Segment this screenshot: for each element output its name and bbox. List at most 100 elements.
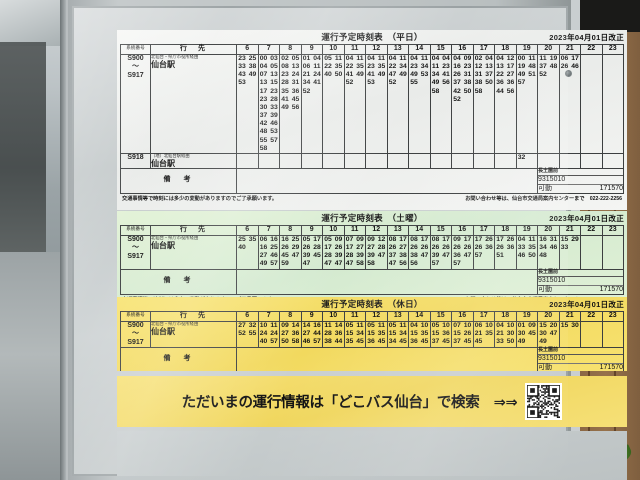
times-cell-hour-20: 11 19 37 48 52: [537, 54, 560, 154]
destination-station: 仙台駅: [151, 326, 175, 336]
times-cell-hour-22: [580, 152, 603, 170]
col-header-hour-16: 16: [451, 44, 474, 55]
holiday-table: 系統番号行 先 6 7 8 9 10 11 12 13 14 15 16 17 18 19 20 21 22 23 S…: [120, 311, 624, 371]
col-header-hour-10: 10: [322, 225, 345, 236]
times-cell-hour-12: 05 11 15 35 36 45: [365, 321, 388, 348]
times-cell-hour-6: 23 25 33 38 43 49 53: [236, 54, 259, 154]
remarks-row: 備 考長土園前 9315010 可動 171570: [120, 346, 624, 371]
destination-via: （地）北仙台駅経由: [151, 152, 190, 158]
col-header-hour-21: 21: [558, 311, 581, 322]
times-cell-hour-18: 04 12 13 17 22 27 36 36 44 56: [494, 54, 517, 154]
holiday-revision-date: 2023年04月01日改正: [549, 300, 624, 309]
info-box-left: 可動: [538, 285, 552, 293]
times-cell-hour-13: [386, 152, 409, 170]
info-box-code: 9315010: [538, 354, 566, 362]
times-cell-hour-22: [580, 235, 603, 270]
info-box-left: 可動: [538, 364, 552, 371]
col-header-hour-20: 20: [537, 225, 560, 236]
times-cell-hour-8: [279, 152, 302, 170]
info-box-code: 9315010: [538, 175, 566, 183]
weekday-table: 系統番号行 先 6 7 8 9 10 11 12 13 14 15 16 17 18 19 20 21 22 23 S…: [120, 44, 624, 195]
times-cell-hour-9: [300, 152, 323, 170]
remarks-row: 備 考長土園前 9315010 可動 171570: [120, 268, 624, 296]
times-cell-hour-18: [494, 152, 517, 170]
col-header-hour-13: 13: [386, 225, 409, 236]
destination-station: 仙台駅: [151, 59, 175, 69]
times-cell-hour-15: 08 17 26 26 39 47 57: [429, 235, 452, 270]
times-cell-hour-12: 09 12 27 28 39 47 58: [365, 235, 388, 270]
col-header-hour-12: 12: [365, 44, 388, 55]
times-cell-hour-6: [236, 152, 259, 170]
info-box-title: 長土園前: [538, 269, 623, 277]
route-number-cell: S900 ～ S917: [120, 321, 151, 348]
remarks-row: 備 考長土園前 9315010 可動 171570: [120, 168, 624, 195]
col-header-hour-7: 7: [257, 225, 280, 236]
times-cell-hour-22: [580, 54, 603, 154]
info-box-left: 可動: [538, 185, 552, 193]
weekday-sheet-header: 運行予定時刻表 （平日） 2023年04月01日改正: [117, 30, 627, 44]
col-header-hour-12: 12: [365, 225, 388, 236]
times-cell-hour-14: 04 10 15 35 36 45: [408, 321, 431, 348]
col-header-hour-14: 14: [408, 311, 431, 322]
col-header-hour-18: 18: [494, 311, 517, 322]
col-header-hour-6: 6: [236, 311, 259, 322]
times-cell-hour-22: [580, 321, 603, 348]
footer-note-right: お問い合わせ等は、仙台市交通局案内センターまで 022-222-2256: [465, 196, 622, 203]
banner-text: ただいまの運行情報は「どこバス仙台」で検索 ⇒⇒: [181, 395, 518, 411]
col-header-hour-15: 15: [429, 225, 452, 236]
times-cell-hour-12: [365, 152, 388, 170]
times-cell-hour-16: 09 17 26 26 36 47 57: [451, 235, 474, 270]
saturday-title: 運行予定時刻表 （土曜）: [321, 213, 423, 223]
times-cell-hour-10: [322, 152, 345, 170]
col-header-hour-21: 21: [558, 44, 581, 55]
col-header-hour-12: 12: [365, 311, 388, 322]
times-cell-hour-19: 01 09 30 45 49: [515, 321, 538, 348]
times-cell-hour-19: 00 11 19 48 49 51 57: [515, 54, 538, 154]
col-header-hour-13: 13: [386, 311, 409, 322]
times-cell-hour-17: [472, 152, 495, 170]
times-cell-hour-18: 04 10 21 30 33 50: [494, 321, 517, 348]
weekday-table-body: S900 ～ S917 北仙台・県庁市役所経由 仙台駅 23 25 33 38 43 49 53 00 0…: [120, 54, 624, 195]
col-header-hour-6: 6: [236, 44, 259, 55]
times-cell-hour-15: [429, 152, 452, 170]
saturday-sheet-header: 運行予定時刻表 （土曜） 2023年04月01日改正: [117, 211, 627, 225]
holiday-sheet-header: 運行予定時刻表 （休日） 2023年04月01日改正: [117, 297, 627, 311]
col-header-hour-19: 19: [515, 225, 538, 236]
times-cell-hour-7: 06 16 16 25 27 46 49 57: [257, 235, 280, 270]
times-cell-hour-11: 04 11 22 35 41 49 52: [343, 54, 366, 154]
table-header-row: 系統番号行 先 6 7 8 9 10 11 12 13 14 15 16 17 18 19 20 21 22 23: [120, 225, 624, 236]
times-cell-hour-10: 05 09 17 26 28 39 47 47: [322, 235, 345, 270]
remarks-info-box: 長土園前 9315010 可動 171570: [537, 268, 624, 296]
info-box-title: 長土園前: [538, 168, 623, 176]
times-cell-hour-13: 08 17 26 27 37 38 47 56: [386, 235, 409, 270]
col-header-hour-7: 7: [257, 311, 280, 322]
col-header-hour-17: 17: [472, 311, 495, 322]
table-row: S900 ～ S917 北仙台・県庁市役所経由 仙台駅 25 35 40 06 16 16 25 27 4…: [120, 235, 624, 270]
times-cell-hour-23: [601, 321, 624, 348]
times-cell-hour-7: [257, 152, 280, 170]
col-header-hour-23: 23: [601, 311, 624, 322]
col-header-hour-11: 11: [343, 311, 366, 322]
weekday-footer: 交通事情等で時刻には多少の変動がありますのでご了承願います。 お問い合わせ等は、…: [117, 194, 627, 202]
times-cell-hour-13: 05 11 15 34 34 45: [386, 321, 409, 348]
col-header-hour-19: 19: [515, 311, 538, 322]
case-screw: [565, 70, 572, 77]
table-header-row: 系統番号行 先 6 7 8 9 10 11 12 13 14 15 16 17 18 19 20 21 22 23: [120, 311, 624, 322]
qr-code-icon[interactable]: [525, 383, 563, 420]
col-header-hour-22: 22: [580, 44, 603, 55]
destination-via: 北仙台・県庁市役所経由: [151, 321, 199, 326]
col-header-hour-8: 8: [279, 225, 302, 236]
col-header-hour-9: 9: [300, 311, 323, 322]
footer-note-left: 交通事情等で時刻には多少の変動がありますのでご了承願います。: [122, 196, 278, 203]
route-number-cell: S900 ～ S917: [120, 235, 151, 270]
col-header-hour-10: 10: [322, 311, 345, 322]
col-header-system: 系統番号: [120, 311, 151, 322]
times-cell-hour-19: 04 11 33 35 46 50: [515, 235, 538, 270]
holiday-table-body: S900 ～ S917 北仙台・県庁市役所経由 仙台駅 27 32 52 55 10 11 24 24 4…: [120, 321, 624, 371]
destination-cell: 北仙台・県庁市役所経由 仙台駅: [150, 54, 237, 154]
table-row: S918 （地）北仙台駅経由 仙台駅 32: [120, 152, 624, 170]
col-header-hour-19: 19: [515, 44, 538, 55]
times-cell-hour-14: 04 11 23 34 49 53 55: [408, 54, 431, 154]
col-header-hour-9: 9: [300, 225, 323, 236]
times-cell-hour-9: 05 17 26 28 39 45 47: [300, 235, 323, 270]
